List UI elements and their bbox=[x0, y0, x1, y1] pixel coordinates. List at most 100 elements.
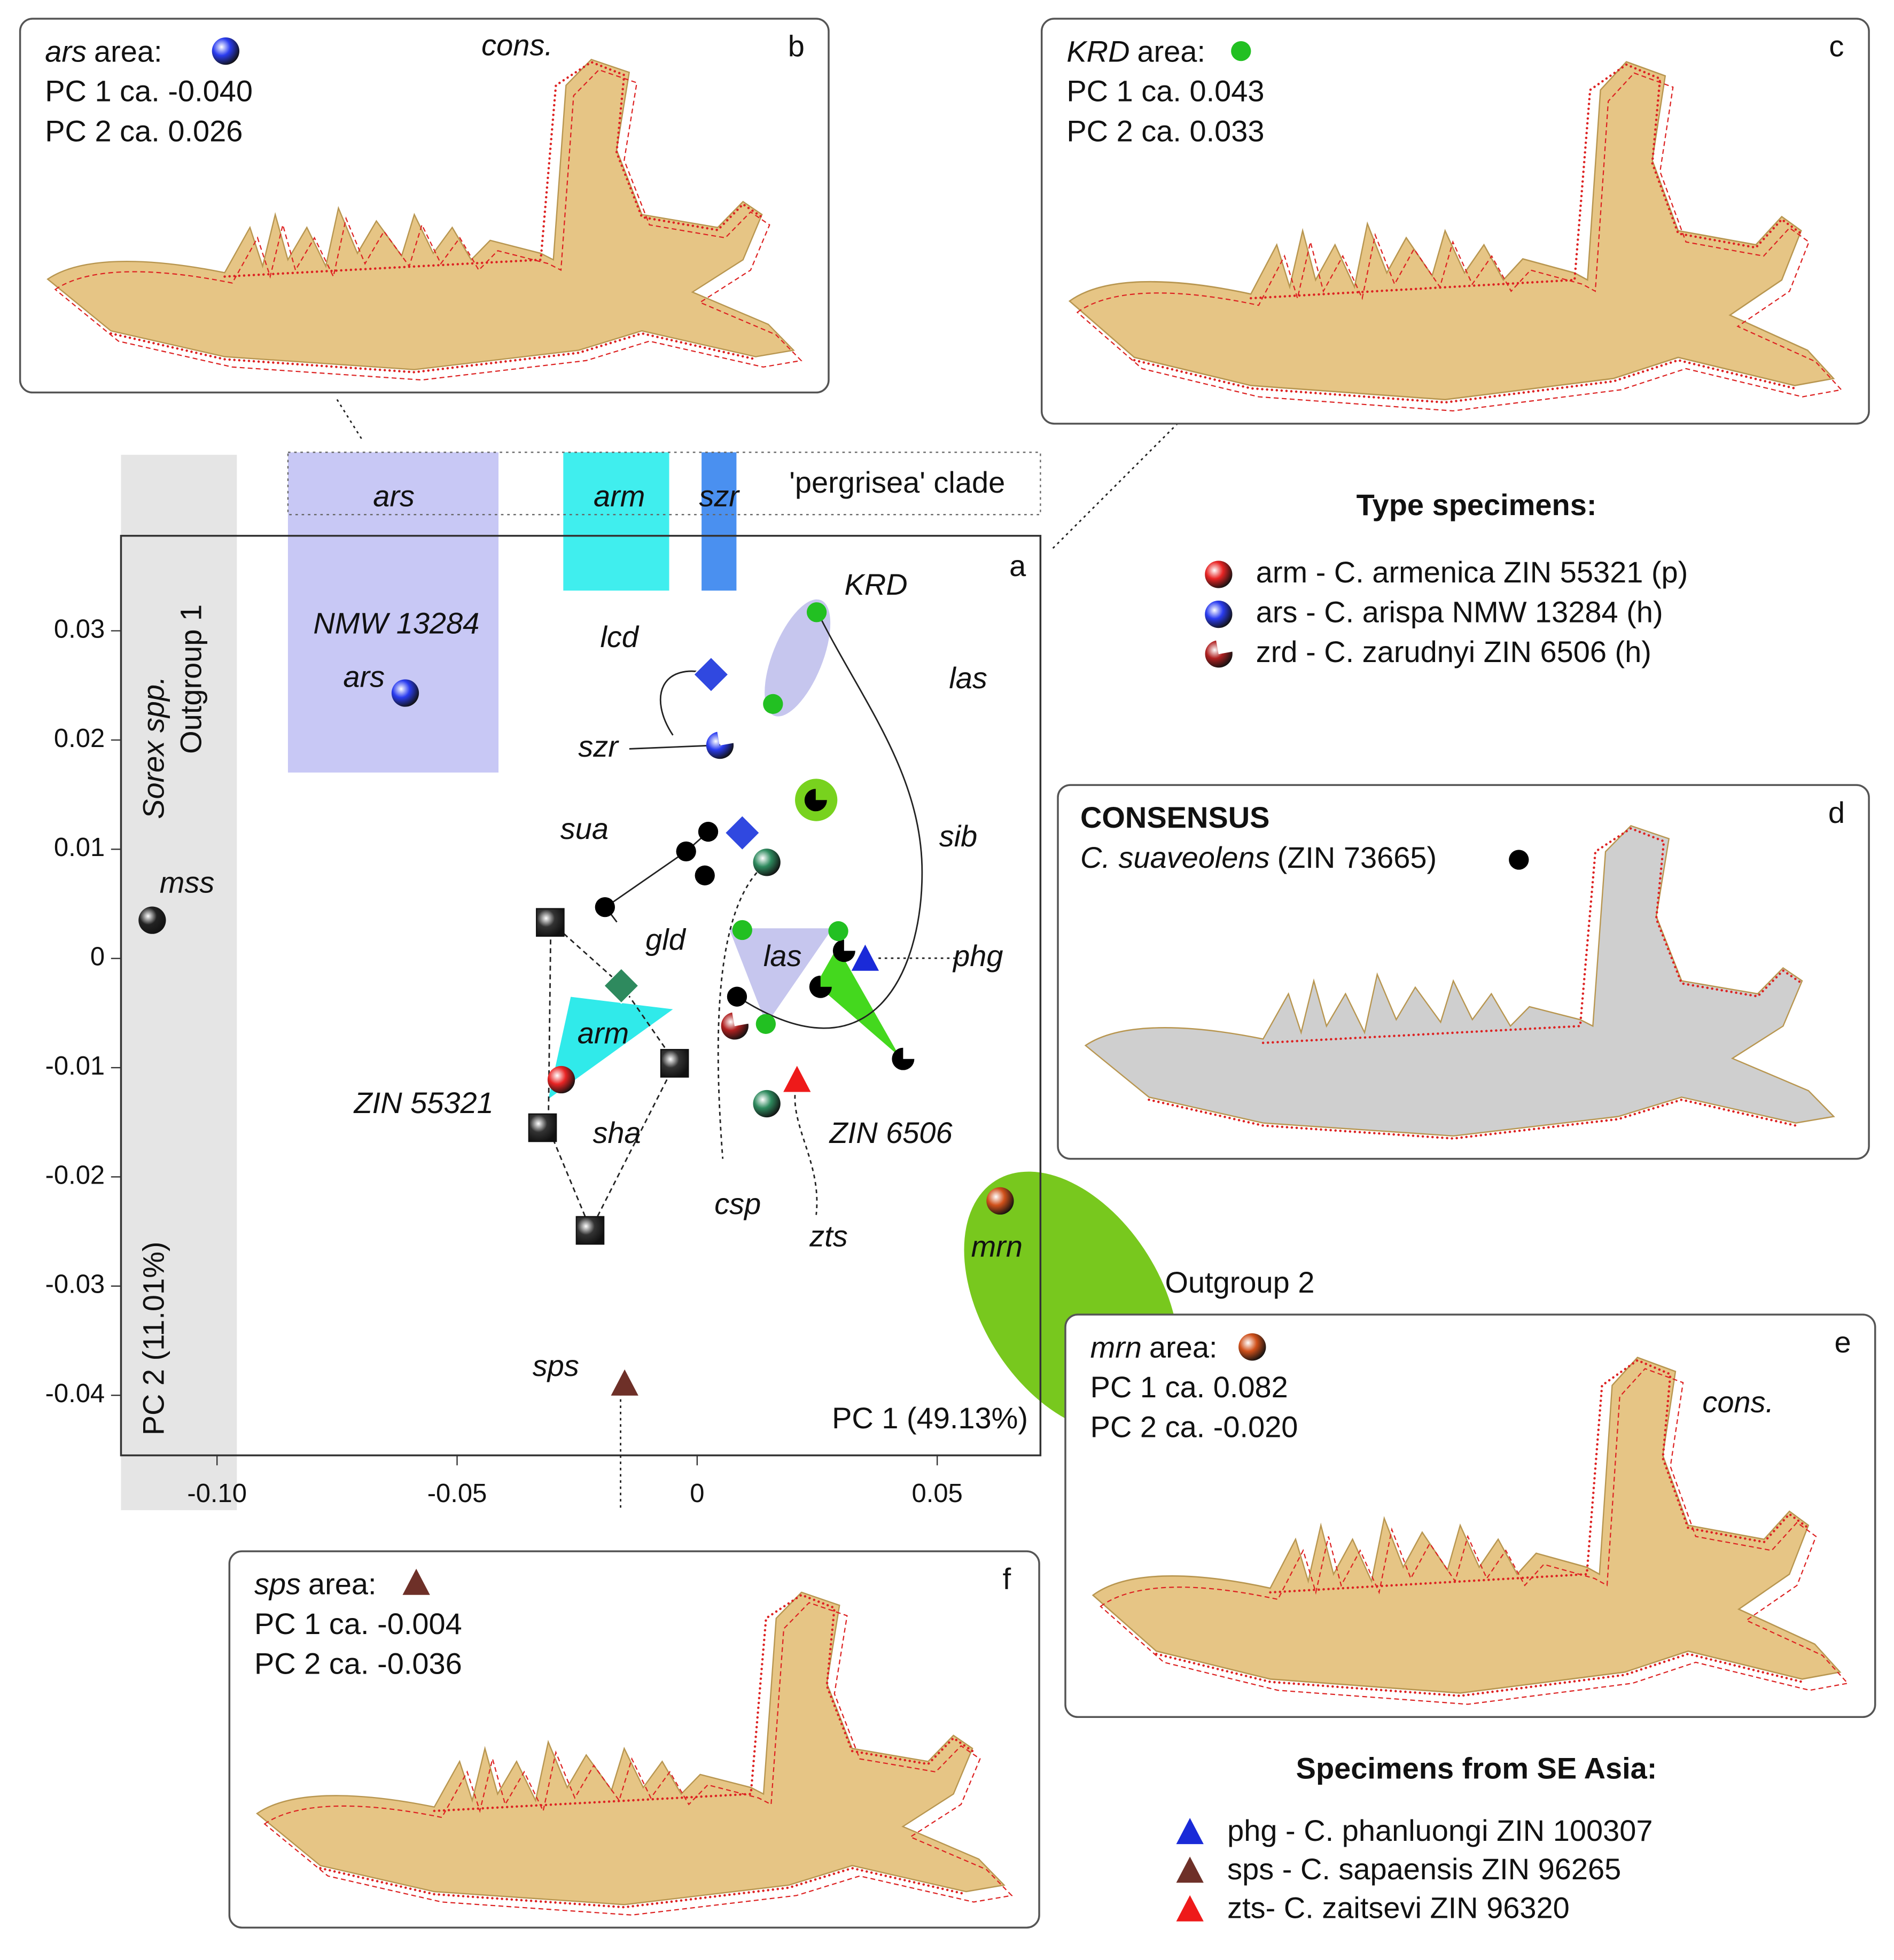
x-tick-label: -0.10 bbox=[187, 1479, 247, 1508]
annotation: Outgroup 2 bbox=[1165, 1265, 1315, 1299]
panel-area: mrn area: bbox=[1090, 1330, 1218, 1364]
area-word: area: bbox=[308, 1567, 377, 1600]
point bbox=[692, 656, 730, 693]
sib-ring bbox=[795, 779, 838, 821]
legend-entry: zts- C. zaitsevi ZIN 96320 bbox=[1227, 1891, 1570, 1925]
panel-pc1: PC 1 ca. 0.043 bbox=[1066, 74, 1264, 108]
y-tick-label: 0.01 bbox=[54, 833, 105, 862]
legend-title: Type specimens: bbox=[1357, 488, 1597, 522]
annotation: szr bbox=[699, 479, 740, 513]
panel-pc2: PC 2 ca. 0.033 bbox=[1066, 114, 1264, 147]
point bbox=[595, 897, 615, 917]
annotation: sha bbox=[593, 1116, 641, 1149]
legend-marker bbox=[1205, 561, 1233, 588]
annotation: phg bbox=[952, 939, 1003, 973]
consensus-outline bbox=[264, 1603, 1011, 1915]
point bbox=[727, 986, 747, 1007]
area-code: ars bbox=[45, 34, 87, 68]
las-region bbox=[729, 928, 832, 1024]
y-tick-label: 0.02 bbox=[54, 724, 105, 753]
annotation: ZIN 55321 bbox=[353, 1086, 493, 1119]
legend-marker bbox=[1176, 1895, 1204, 1922]
annotation: Outgroup 1 bbox=[174, 604, 208, 754]
annotation: szr bbox=[578, 729, 619, 763]
panel-area: sps area: bbox=[254, 1567, 377, 1600]
point bbox=[809, 975, 832, 998]
landmarks bbox=[321, 1595, 973, 1908]
panel-icon bbox=[1231, 41, 1251, 61]
panel-pc1: PC 1 ca. -0.040 bbox=[45, 74, 253, 108]
legend-marker bbox=[1176, 1818, 1204, 1845]
point bbox=[783, 1065, 811, 1092]
panel-pc2: PC 2 ca. -0.036 bbox=[254, 1646, 462, 1680]
panel-pc2: PC 2 ca. 0.026 bbox=[45, 114, 243, 147]
panel-label: e bbox=[1835, 1325, 1851, 1359]
area-word: area: bbox=[1137, 34, 1205, 68]
panel-title: CONSENSUS bbox=[1080, 800, 1269, 834]
point bbox=[753, 849, 781, 876]
specimen: (ZIN 73665) bbox=[1277, 841, 1437, 874]
point bbox=[547, 1065, 575, 1094]
consensus-outline bbox=[1077, 73, 1841, 411]
mandible bbox=[1092, 1356, 1848, 1704]
annotation: las bbox=[763, 939, 802, 973]
szr-band bbox=[702, 452, 737, 591]
legend-entry: phg - C. phanluongi ZIN 100307 bbox=[1227, 1814, 1653, 1847]
annotation: zts bbox=[809, 1219, 848, 1253]
legend-entry: sps - C. sapaensis ZIN 96265 bbox=[1227, 1852, 1621, 1886]
point bbox=[753, 1090, 781, 1118]
mandible-shape bbox=[1084, 825, 1835, 1137]
panel-icon bbox=[402, 1568, 430, 1595]
y-axis-label: PC 2 (11.01%) bbox=[137, 1241, 170, 1435]
y-tick-label: 0.03 bbox=[54, 615, 105, 643]
point bbox=[986, 1187, 1014, 1215]
panel-pc2: PC 2 ca. -0.020 bbox=[1090, 1410, 1298, 1443]
area-word: area: bbox=[94, 34, 162, 68]
area-code: mrn bbox=[1090, 1330, 1142, 1364]
annotation: gld bbox=[645, 923, 687, 956]
point bbox=[724, 814, 761, 851]
y-tick-label: -0.04 bbox=[45, 1379, 105, 1408]
mandible bbox=[256, 1591, 1012, 1915]
panel-label: c bbox=[1829, 29, 1844, 63]
legend-marker bbox=[1205, 600, 1233, 628]
mandible bbox=[1084, 825, 1835, 1138]
legend-entry: arm - C. armenica ZIN 55321 (p) bbox=[1256, 555, 1688, 589]
x-axis-label: PC 1 (49.13%) bbox=[832, 1401, 1028, 1435]
landmarks bbox=[1149, 828, 1802, 1138]
panel-icon bbox=[1238, 1333, 1266, 1361]
annotation: mrn bbox=[971, 1229, 1023, 1263]
point bbox=[828, 921, 848, 942]
point bbox=[611, 1369, 638, 1396]
sib-region bbox=[816, 947, 900, 1057]
consensus-outline bbox=[55, 70, 801, 380]
annotation: lcd bbox=[600, 620, 639, 654]
panel-label: d bbox=[1828, 796, 1845, 829]
point bbox=[763, 694, 783, 714]
point bbox=[575, 1216, 605, 1245]
legend-marker bbox=[1205, 640, 1233, 668]
annotation: ars bbox=[343, 660, 385, 694]
annotation: sps bbox=[533, 1349, 579, 1382]
point bbox=[804, 789, 827, 812]
outgroup-band bbox=[121, 455, 237, 1511]
legend-entry: zrd - C. zarudnyi ZIN 6506 (h) bbox=[1256, 635, 1651, 668]
x-tick-label: -0.05 bbox=[427, 1479, 487, 1508]
mandible-shape bbox=[256, 1591, 1006, 1905]
landmarks bbox=[111, 62, 762, 372]
mandible bbox=[46, 58, 801, 380]
point bbox=[695, 865, 715, 885]
point bbox=[721, 1012, 749, 1040]
point bbox=[676, 841, 696, 862]
panel-icon bbox=[1509, 850, 1529, 870]
point bbox=[806, 602, 827, 623]
plot-frame bbox=[120, 534, 1042, 1457]
y-tick-label: -0.03 bbox=[45, 1270, 105, 1299]
consensus-outline bbox=[1101, 1368, 1848, 1704]
point bbox=[536, 908, 565, 937]
annotation: sua bbox=[560, 812, 609, 845]
landmarks bbox=[1134, 65, 1801, 402]
annotation: NMW 13284 bbox=[313, 606, 479, 640]
mandible-shape bbox=[1068, 61, 1835, 401]
panel-pc1: PC 1 ca. -0.004 bbox=[254, 1607, 462, 1640]
